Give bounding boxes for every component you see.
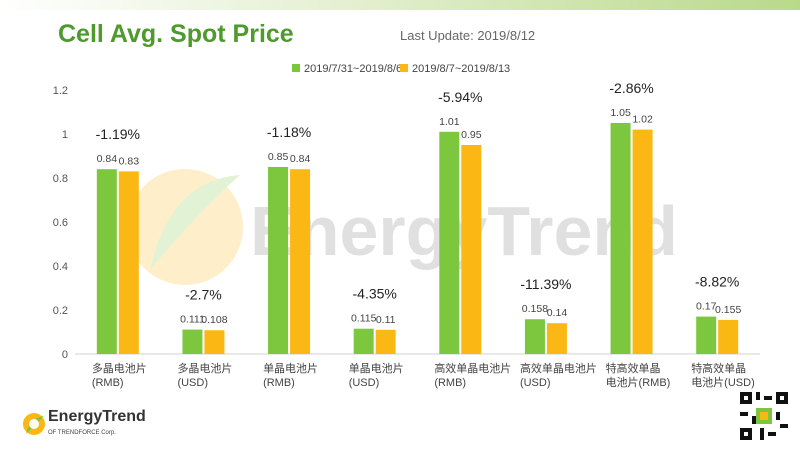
bar-series-1 [696, 316, 717, 354]
change-percent-label: -5.94% [438, 89, 482, 105]
energytrend-logo: EnergyTrend OF TRENDFORCE Corp. [22, 408, 162, 444]
x-category-label: (RMB) [92, 377, 124, 389]
logo-text: EnergyTrend [48, 408, 146, 425]
watermark-leaf-icon [127, 169, 243, 285]
change-percent-label: -2.7% [185, 287, 222, 303]
bars [96, 123, 739, 354]
last-update-label: Last Update: 2019/8/12 [400, 28, 536, 43]
bar-value-label: 0.84 [290, 153, 311, 165]
bar-value-label: 0.158 [522, 303, 548, 315]
y-tick-label: 0.2 [53, 305, 68, 317]
x-category-label: 多晶电池片 [177, 361, 232, 375]
bar-series-2 [718, 319, 739, 354]
bar-series-2 [546, 323, 567, 354]
x-category-label: 高效单晶电池片 [434, 361, 511, 375]
change-percent-label: -1.18% [267, 124, 311, 140]
bar-value-label: 1.02 [632, 114, 653, 126]
change-percent-label: -8.82% [695, 274, 739, 290]
bar-series-2 [204, 330, 225, 354]
y-tick-label: 0.4 [53, 261, 68, 273]
y-tick-label: 0.8 [53, 173, 68, 185]
bar-value-label: 0.17 [696, 301, 717, 313]
bar-value-label: 0.155 [715, 304, 741, 316]
page-title: Cell Avg. Spot Price [58, 20, 294, 48]
bar-series-2 [375, 329, 396, 354]
x-axis-categories: 多晶电池片 (RMB) 多晶电池片 (USD) 单晶电池片 (RMB) 单晶电池片 (USD)… [92, 361, 755, 389]
bar-value-label: 0.83 [119, 155, 140, 167]
bar-series-1 [353, 328, 374, 354]
y-tick-label: 0 [62, 349, 68, 361]
legend-label: 2019/7/31~2019/8/6 [304, 63, 402, 75]
x-category-label: 高效单晶电池片 [520, 361, 597, 375]
bar-value-label: 0.11 [376, 314, 396, 326]
y-tick-label: 0.6 [53, 217, 68, 229]
bar-value-label: 0.95 [461, 129, 482, 141]
bar-value-label: 0.84 [97, 153, 118, 165]
bar-series-2 [118, 171, 139, 354]
bar-value-label: 0.14 [547, 307, 568, 319]
y-tick-label: 1.2 [53, 85, 68, 97]
bar-value-label: 0.115 [351, 313, 377, 325]
logo-leaf-icon [23, 413, 45, 435]
change-percent-label: -1.19% [96, 126, 140, 142]
change-percent-label: -11.39% [520, 276, 571, 292]
x-category-label: 单晶电池片 [263, 362, 318, 375]
x-category-label: 特高效单晶 [691, 361, 746, 375]
bar-value-label: 1.05 [610, 107, 631, 119]
x-category-label: 特高效单晶 [606, 361, 661, 375]
bar-value-label: 0.85 [268, 151, 289, 163]
bar-series-1 [96, 169, 117, 354]
bar-series-1 [524, 319, 545, 354]
watermark-leaf-swoosh [150, 175, 240, 270]
legend-swatch [292, 64, 300, 72]
qr-code-icon [740, 392, 788, 440]
legend-swatch [400, 64, 408, 72]
bar-series-1 [610, 123, 631, 354]
x-category-label: 电池片(RMB) [606, 376, 671, 389]
bar-value-label: 0.108 [201, 314, 227, 326]
bar-value-label: 1.01 [439, 116, 460, 128]
bar-series-2 [290, 169, 311, 354]
change-percent-label: -2.86% [609, 80, 653, 96]
x-category-label: 单晶电池片 [349, 362, 404, 375]
y-tick-label: 1 [62, 129, 68, 141]
x-category-label: 电池片(USD) [691, 376, 755, 389]
x-category-label: (RMB) [263, 377, 295, 389]
x-category-label: (USD) [349, 377, 380, 389]
bar-series-1 [268, 167, 289, 354]
x-category-label: (USD) [520, 377, 551, 389]
x-category-label: 多晶电池片 [92, 361, 147, 375]
bar-series-1 [439, 131, 460, 354]
bar-series-1 [182, 329, 203, 354]
logo-subtext: OF TRENDFORCE Corp. [48, 430, 116, 436]
legend-label: 2019/8/7~2019/8/13 [412, 63, 510, 75]
watermark: EnergyTrend [127, 169, 678, 285]
change-percent-label: -4.35% [353, 286, 397, 302]
x-category-label: (RMB) [434, 377, 466, 389]
bar-series-2 [632, 129, 653, 354]
x-category-label: (USD) [177, 377, 208, 389]
legend: 2019/7/31~2019/8/6 2019/8/7~2019/8/13 [292, 63, 510, 75]
top-decorative-band [0, 0, 800, 10]
bar-value-label: 0.111 [180, 314, 205, 326]
bar-series-2 [461, 145, 482, 354]
